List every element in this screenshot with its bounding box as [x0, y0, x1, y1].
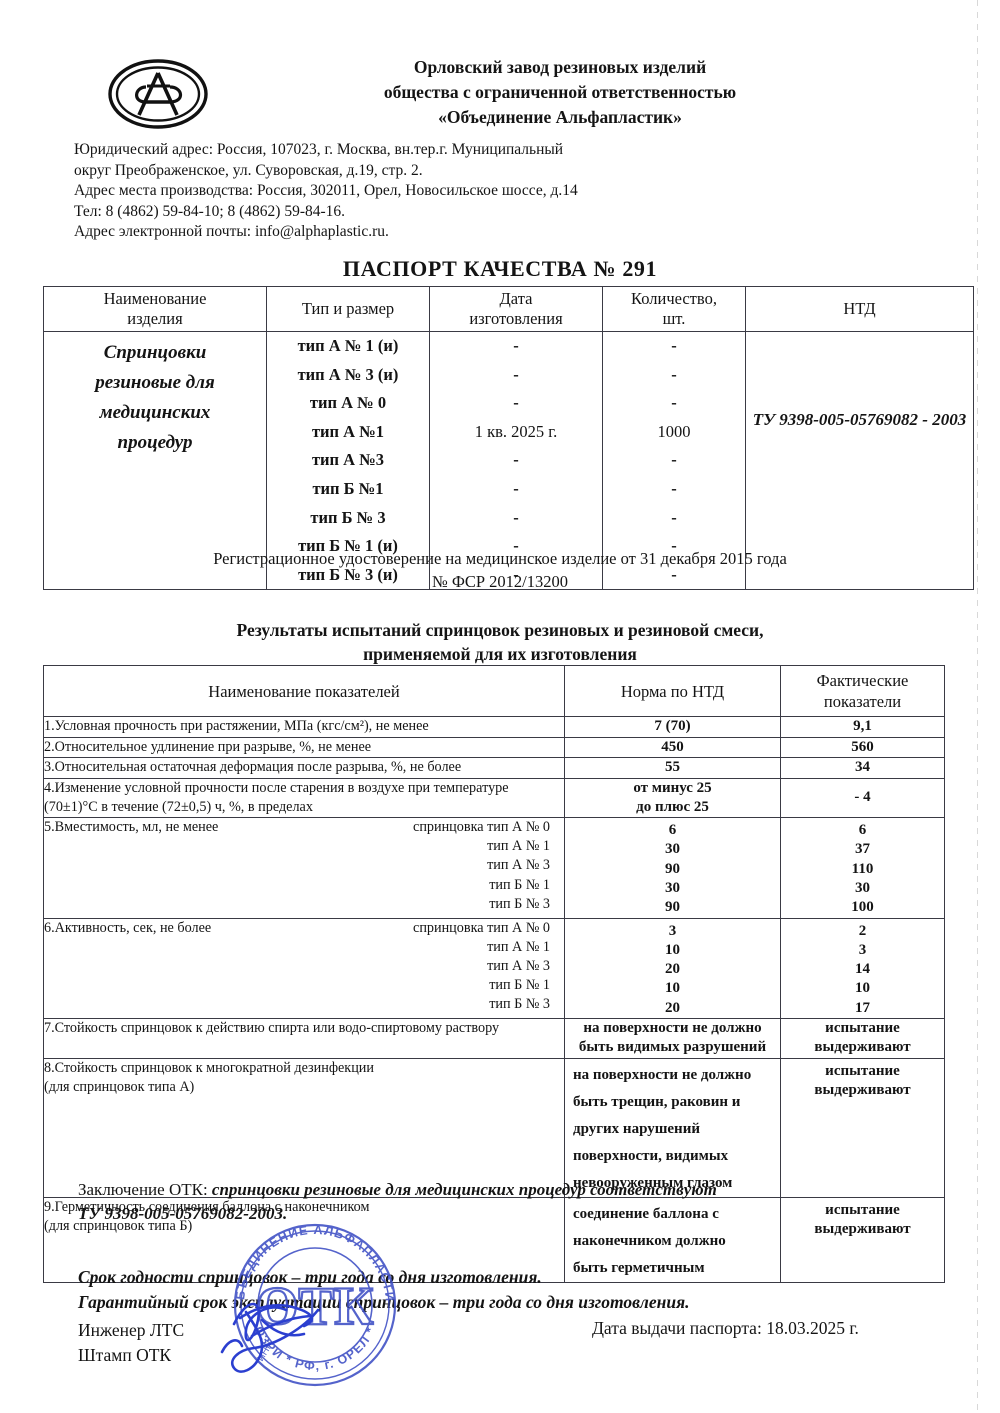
- svg-text:ОЗРИ * РФ, г. ОРЕЛ *: ОЗРИ * РФ, г. ОРЕЛ *: [252, 1324, 379, 1373]
- product-table: Наименование изделия Тип и размер Дата и…: [43, 286, 974, 591]
- cell-parameter: 4.Изменение условной прочности после ста…: [43, 777, 565, 819]
- table-row: 9.Герметичность соединения баллона с нак…: [43, 1196, 945, 1283]
- cell-parameter: 3.Относительная остаточная деформация по…: [43, 757, 565, 779]
- registration-line-2: № ФСР 2012/13200: [431, 572, 569, 591]
- engineer-label: Инженер ЛТС: [78, 1320, 185, 1340]
- col-header-date: Дата изготовления: [429, 286, 603, 332]
- org-title-line-3: «Объединение Альфапластик»: [438, 107, 682, 127]
- document-header: Орловский завод резиновых изделий общест…: [0, 0, 1000, 245]
- legal-address-line-1: Юридический адрес: Россия, 107023, г. Мо…: [74, 141, 564, 158]
- table-header-row: Наименование изделия Тип и размер Дата и…: [43, 286, 974, 332]
- otk-conclusion-block: Заключение ОТК: спринцовки резиновые для…: [78, 1178, 958, 1226]
- alphaplastic-logo-icon: [106, 57, 210, 131]
- registration-certificate-block: Регистрационное удостоверение на медицин…: [0, 547, 1000, 593]
- cell-norm: на поверхности не должно быть видимых ра…: [564, 1018, 781, 1059]
- table-row: 4.Изменение условной прочности после ста…: [43, 777, 945, 819]
- email-line: Адрес электронной почты: info@alphaplast…: [74, 223, 389, 241]
- company-address-block: Юридический адрес: Россия, 107023, г. Мо…: [74, 140, 774, 243]
- col-header-quantity: Количество, шт.: [602, 286, 746, 332]
- org-title-line-1: Орловский завод резиновых изделий: [413, 57, 707, 77]
- cell-actual: испытание выдерживают: [780, 1018, 945, 1059]
- cell-actual: испытание выдерживают: [780, 1057, 945, 1198]
- table-row: 3.Относительная остаточная деформация по…: [43, 757, 945, 779]
- cell-norm: 3 10 20 10 20: [564, 917, 781, 1020]
- cell-norm: от минус 25 до плюс 25: [564, 777, 781, 819]
- col-header-actual: Фактические показатели: [780, 665, 945, 717]
- test-results-table: Наименование показателей Норма по НТД Фа…: [43, 665, 945, 1283]
- table-row: 2.Относительное удлинение при разрыве, %…: [43, 736, 945, 758]
- cell-norm: 7 (70): [564, 716, 781, 738]
- conclusion-text-line-1: спринцовки резиновые для медицинских про…: [211, 1180, 717, 1199]
- cell-parameter: 8.Стойкость спринцовок к многократной де…: [43, 1057, 565, 1198]
- cell-norm: соединение баллона с наконечником должно…: [564, 1196, 781, 1283]
- cell-parameter: 6.Активность, сек, не более спринцовка т…: [43, 917, 565, 1020]
- validity-terms-block: Срок годности спринцовок – три года со д…: [78, 1265, 958, 1314]
- cell-parameter: 2.Относительное удлинение при разрыве, %…: [43, 736, 565, 758]
- results-heading: Результаты испытаний спринцовок резиновы…: [0, 618, 1000, 666]
- table-row: 8.Стойкость спринцовок к многократной де…: [43, 1057, 945, 1198]
- cell-product-name: Спринцовки резиновые для медицинских про…: [43, 330, 267, 591]
- cell-norm: 55: [564, 757, 781, 779]
- results-heading-line-1: Результаты испытаний спринцовок резиновы…: [236, 620, 764, 640]
- cell-actual: испытание выдерживают: [780, 1196, 945, 1283]
- cell-parameter: 7.Стойкость спринцовок к действию спирта…: [43, 1018, 565, 1059]
- cell-actual: - 4: [780, 777, 945, 819]
- cell-ntd-value: ТУ 9398-005-05769082 - 2003: [745, 330, 974, 591]
- col-header-norm: Норма по НТД: [564, 665, 781, 717]
- organization-title: Орловский завод резиновых изделий общест…: [250, 55, 870, 130]
- page-title: ПАСПОРТ КАЧЕСТВА № 291: [342, 256, 658, 281]
- production-address-line: Адрес места производства: Россия, 302011…: [74, 182, 578, 200]
- table-row: 7.Стойкость спринцовок к действию спирта…: [43, 1018, 945, 1059]
- conclusion-label: Заключение ОТК:: [78, 1180, 208, 1199]
- conclusion-text-line-2: ТУ 9398-005-05769082-2003.: [78, 1204, 288, 1223]
- col-header-parameter: Наименование показателей: [43, 665, 565, 717]
- cell-actual: 2 3 14 10 17: [780, 917, 945, 1020]
- cell-actual: 6 37 110 30 100: [780, 817, 945, 919]
- cell-parameter: 5.Вместимость, мл, не менее спринцовка т…: [43, 817, 565, 919]
- table-row: 5.Вместимость, мл, не менее спринцовка т…: [43, 817, 945, 919]
- col-header-product-name: Наименование изделия: [43, 286, 267, 332]
- cell-types-list: тип А № 1 (и) тип А № 3 (и) тип А № 0 ти…: [266, 330, 430, 591]
- shelf-life-line: Срок годности спринцовок – три года со д…: [78, 1267, 542, 1287]
- phone-line: Тел: 8 (4862) 59-84-10; 8 (4862) 59-84-1…: [74, 202, 346, 220]
- cell-actual: 560: [780, 736, 945, 758]
- cell-parameter: 1.Условная прочность при растяжении, МПа…: [43, 716, 565, 738]
- table-row: 6.Активность, сек, не более спринцовка т…: [43, 917, 945, 1020]
- table-row: Спринцовки резиновые для медицинских про…: [43, 330, 974, 591]
- scan-edge-artifact: [977, 0, 978, 1413]
- otk-stamp-label: Штамп ОТК: [78, 1345, 172, 1365]
- results-heading-line-2: применяемой для их изготовления: [363, 644, 637, 664]
- table-header-row: Наименование показателей Норма по НТД Фа…: [43, 665, 945, 717]
- svg-text:ИНН: ИНН: [255, 1339, 276, 1363]
- cell-actual: 34: [780, 757, 945, 779]
- registration-line-1: Регистрационное удостоверение на медицин…: [213, 549, 787, 568]
- legal-address-line-2: округ Преображенское, ул. Суворовская, д…: [74, 161, 423, 179]
- col-header-ntd: НТД: [745, 286, 974, 332]
- col-header-type-size: Тип и размер: [266, 286, 430, 332]
- issue-date: Дата выдачи паспорта: 18.03.2025 г.: [592, 1318, 859, 1338]
- warranty-line: Гарантийный срок эксплуатации спринцовок…: [78, 1291, 690, 1312]
- cell-actual: 9,1: [780, 716, 945, 738]
- table-row: 1.Условная прочность при растяжении, МПа…: [43, 716, 945, 738]
- cell-norm: на поверхности не должно быть трещин, ра…: [564, 1057, 781, 1198]
- cell-norm: 450: [564, 736, 781, 758]
- cell-norm: 6 30 90 30 90: [564, 817, 781, 919]
- cell-dates-list: - - - 1 кв. 2025 г. - - - - -: [429, 330, 603, 591]
- signature-block: Инженер ЛТС Штамп ОТК: [78, 1318, 184, 1368]
- org-title-line-2: общества с ограниченной ответственностью: [383, 82, 737, 102]
